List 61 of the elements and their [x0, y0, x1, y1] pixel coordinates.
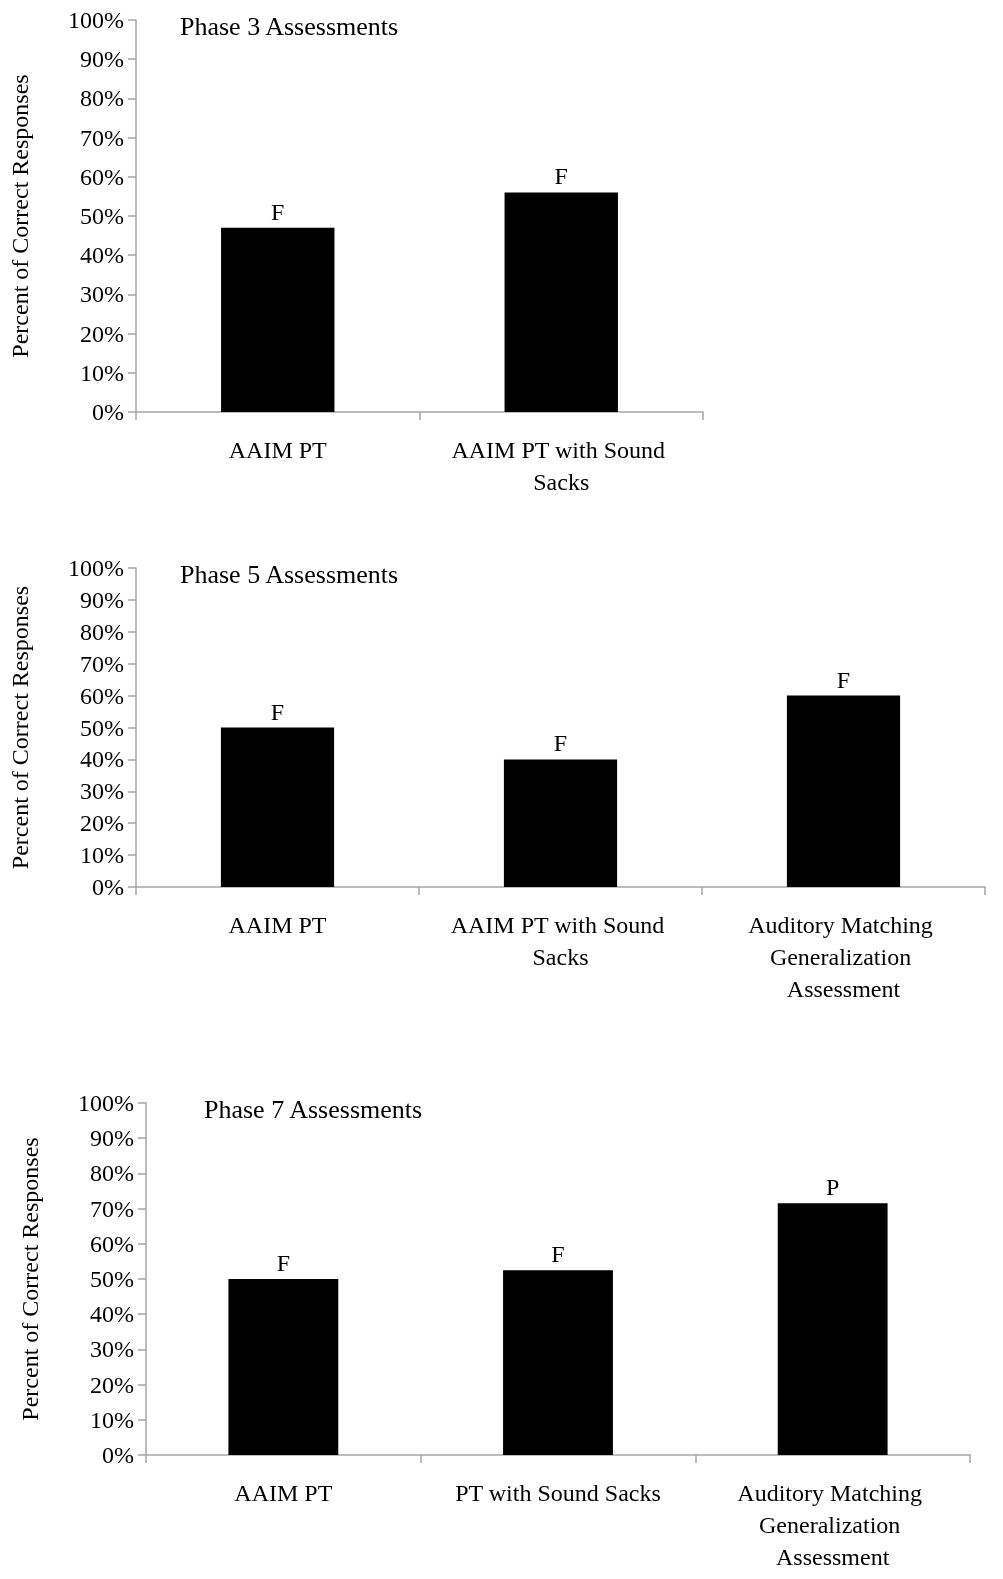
y-tick-label: 80%: [80, 85, 124, 112]
chart-title: Phase 7 Assessments: [204, 1094, 423, 1124]
bar: [503, 1270, 613, 1455]
y-tick-label: 40%: [90, 1301, 134, 1328]
x-tick-label: AAIM PT: [228, 437, 328, 463]
data-label: P: [825, 1174, 840, 1201]
y-tick-label: 90%: [90, 1125, 134, 1152]
data-label: F: [276, 1250, 291, 1276]
x-tick-label: AAIM PT: [234, 1480, 333, 1506]
data-label: F: [270, 698, 285, 725]
y-tick-label: 70%: [90, 1195, 134, 1222]
y-tick-label: 50%: [80, 203, 124, 229]
bar: [786, 695, 901, 887]
y-tick-label: 50%: [80, 714, 124, 741]
chart-title: Phase 5 Assessments: [180, 559, 399, 589]
y-tick-label: 20%: [80, 320, 124, 347]
data-label: F: [271, 198, 285, 225]
x-tick-label: Auditory Matching Generalization Assessment: [737, 1480, 928, 1570]
x-tick-label: PT with Sound Sacks: [455, 1480, 661, 1506]
data-label: F: [836, 666, 851, 693]
y-tick-label: 30%: [80, 778, 124, 805]
y-tick-label: 10%: [80, 842, 124, 869]
x-tick-label: AAIM PT with Sound Sacks: [451, 437, 672, 495]
y-tick-label: 10%: [80, 359, 124, 386]
y-tick-label: 90%: [80, 46, 124, 73]
y-tick-label: 10%: [90, 1406, 134, 1433]
y-axis-title: Percent of Correct Responses: [7, 74, 33, 358]
y-tick-label: 0%: [102, 1442, 134, 1468]
y-tick-label: 0%: [92, 399, 124, 425]
x-tick-label: AAIM PT: [228, 912, 327, 938]
y-tick-label: 30%: [90, 1336, 134, 1363]
y-tick-label: 60%: [80, 682, 124, 709]
x-tick-label: AAIM PT with Sound Sacks: [450, 912, 671, 970]
bar: [220, 727, 335, 887]
y-axis-title: Percent of Correct Responses: [17, 1137, 43, 1421]
data-label: F: [551, 1241, 565, 1268]
y-tick-label: 80%: [90, 1160, 134, 1187]
chart-title: Phase 3 Assessments: [180, 11, 399, 41]
y-tick-label: 100%: [68, 7, 124, 33]
bar: [777, 1203, 888, 1455]
y-tick-label: 40%: [80, 242, 124, 269]
y-tick-label: 60%: [90, 1230, 134, 1257]
y-tick-label: 20%: [90, 1371, 134, 1398]
y-tick-label: 70%: [80, 124, 124, 151]
y-tick-label: 100%: [68, 555, 124, 581]
bar: [228, 1279, 339, 1455]
bar: [503, 759, 618, 887]
y-tick-label: 0%: [92, 874, 124, 900]
x-tick-label: Auditory Matching Generalization Assessment: [748, 912, 939, 1002]
y-tick-label: 30%: [80, 281, 124, 308]
data-label: F: [553, 730, 568, 757]
y-tick-label: 20%: [80, 810, 124, 837]
y-tick-label: 50%: [90, 1266, 134, 1292]
y-tick-label: 60%: [80, 163, 124, 190]
y-tick-label: 90%: [80, 586, 124, 613]
y-tick-label: 80%: [80, 618, 124, 645]
y-tick-label: 40%: [80, 746, 124, 773]
y-axis-title: Percent of Correct Responses: [7, 585, 33, 870]
data-label: F: [554, 163, 568, 190]
y-tick-label: 70%: [80, 650, 124, 677]
y-tick-label: 100%: [78, 1090, 134, 1116]
